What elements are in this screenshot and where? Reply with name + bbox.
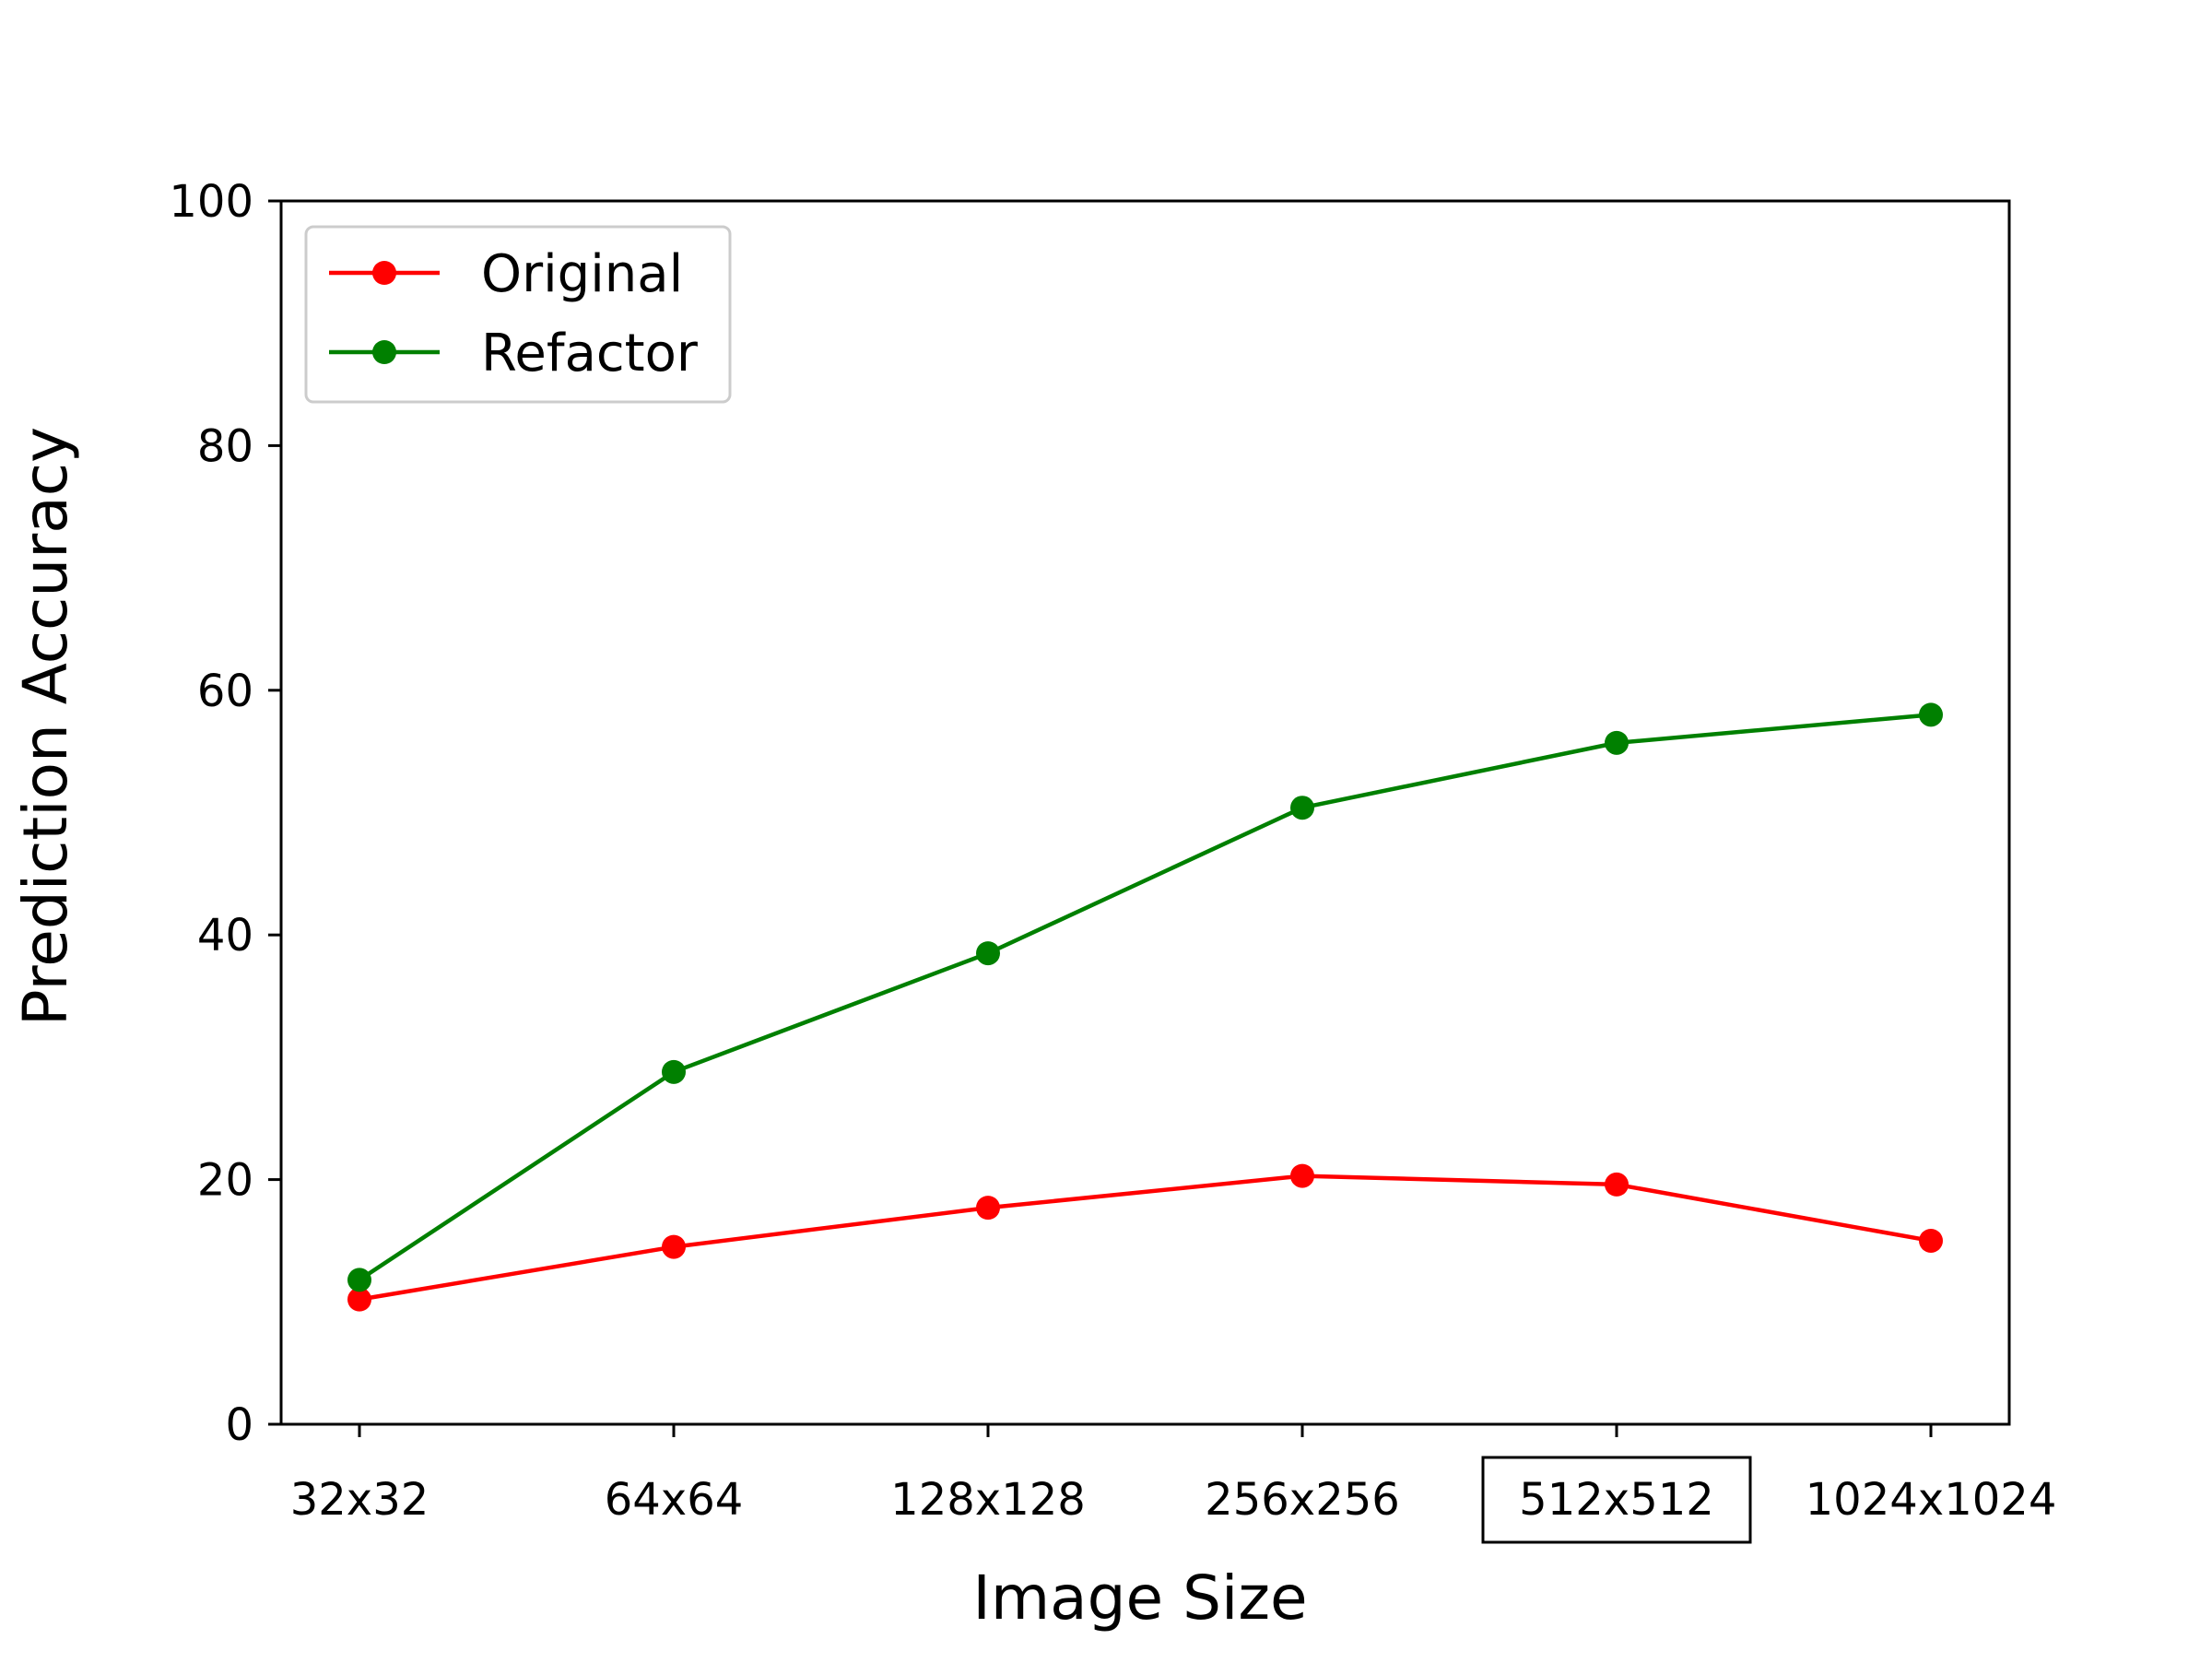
- legend-marker-refactor: [372, 340, 396, 364]
- y-tick-label: 60: [197, 666, 253, 717]
- legend: Original Refactor: [304, 225, 732, 404]
- x-tick-label: 128x128: [890, 1474, 1086, 1526]
- series-line-original: [359, 1174, 1932, 1302]
- data-point-original: [347, 1287, 371, 1312]
- series-group: [347, 702, 1943, 1312]
- legend-box: [304, 225, 732, 404]
- series-line-refactor: [358, 713, 1932, 1282]
- y-tick-label: 100: [169, 176, 253, 228]
- highlight-box: [1481, 1456, 1752, 1544]
- x-tick-label: 1024x1024: [1806, 1474, 2057, 1526]
- data-point-refactor: [1919, 702, 1943, 727]
- data-point-original: [976, 1196, 1000, 1221]
- axes: 0 20 40 60 80 100 32x32 64x64 128x128 256x256 512x…: [169, 176, 2057, 1544]
- legend-marker-original: [372, 261, 396, 285]
- data-point-refactor: [662, 1059, 686, 1084]
- y-tick-label: 0: [225, 1399, 253, 1451]
- x-tick-label: 32x32: [290, 1474, 429, 1526]
- data-point-refactor: [976, 941, 1000, 966]
- y-tick-label: 80: [197, 420, 253, 472]
- x-tick-label: 512x512: [1519, 1474, 1714, 1526]
- data-point-refactor: [1290, 796, 1314, 820]
- plot-frame: [279, 199, 2011, 1426]
- legend-label: Original: [481, 244, 683, 304]
- data-point-original: [1919, 1228, 1943, 1253]
- legend-label: Refactor: [481, 324, 699, 383]
- data-point-original: [1290, 1163, 1314, 1188]
- y-tick-label: 20: [197, 1155, 253, 1207]
- data-point-refactor: [347, 1268, 371, 1292]
- data-point-refactor: [1605, 730, 1629, 755]
- data-point-original: [662, 1234, 686, 1259]
- y-axis-label: Prediction Accuracy: [10, 427, 81, 1026]
- x-tick-label: 64x64: [605, 1474, 744, 1526]
- data-point-original: [1605, 1172, 1629, 1197]
- x-axis-label: Image Size: [972, 1563, 1307, 1634]
- y-tick-label: 40: [197, 910, 253, 961]
- x-tick-label: 256x256: [1205, 1474, 1400, 1526]
